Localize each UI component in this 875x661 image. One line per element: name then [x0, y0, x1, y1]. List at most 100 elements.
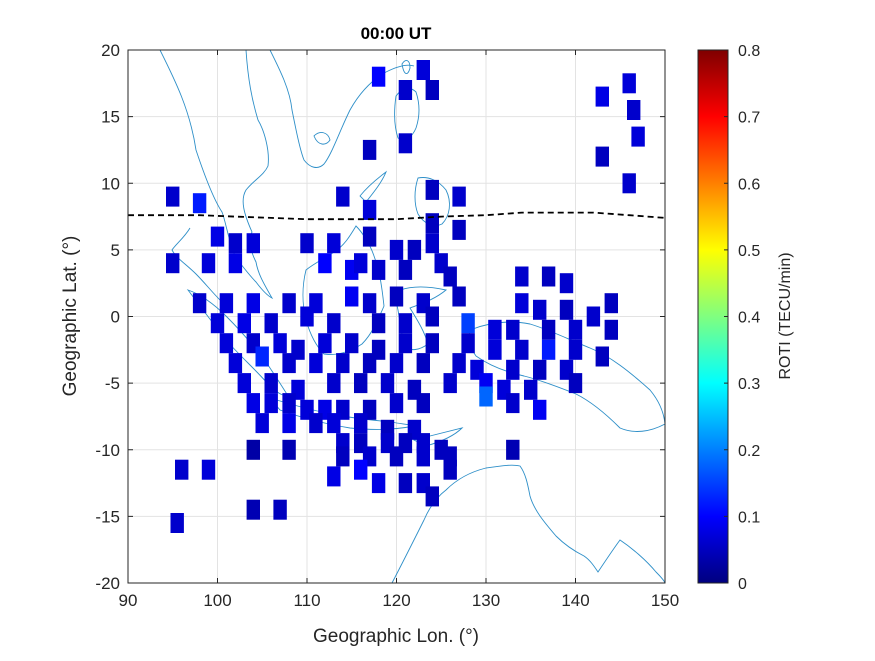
roti-cell — [389, 393, 404, 414]
roti-cell — [228, 253, 243, 274]
roti-cell — [282, 393, 296, 414]
roti-cell — [309, 413, 323, 434]
roti-cell — [318, 253, 332, 274]
roti-cell — [425, 486, 439, 507]
roti-cell — [264, 373, 278, 394]
roti-cell — [362, 293, 377, 314]
roti-cell — [354, 413, 368, 434]
roti-cell — [627, 100, 641, 120]
roti-cell — [389, 353, 404, 374]
roti-cells — [166, 60, 645, 533]
roti-cell — [371, 313, 386, 334]
roti-cell — [327, 466, 341, 487]
roti-cell — [559, 299, 574, 320]
y-tick-label: 15 — [101, 108, 120, 127]
x-tick-label: 140 — [561, 591, 589, 610]
colorbar-tick-label: 0 — [738, 576, 747, 593]
roti-cell — [559, 273, 574, 294]
roti-cell — [336, 353, 350, 374]
roti-cell — [327, 313, 341, 334]
coastline-australia — [391, 464, 665, 583]
roti-cell — [524, 379, 538, 400]
roti-cell — [461, 333, 475, 354]
coastline-taiwan — [401, 60, 411, 74]
roti-cell — [443, 266, 457, 287]
roti-cell — [273, 499, 287, 520]
roti-cell — [166, 186, 180, 207]
colorbar — [697, 49, 729, 584]
roti-cell — [515, 339, 529, 360]
roti-cell — [506, 359, 520, 380]
roti-cell — [170, 513, 184, 533]
roti-cell — [210, 313, 225, 334]
y-tick-label: 10 — [101, 174, 120, 193]
coastline-myanmar — [171, 227, 221, 301]
roti-cell — [443, 459, 457, 480]
y-tick-label: 20 — [101, 41, 120, 60]
roti-cell — [371, 259, 386, 280]
roti-cell — [327, 233, 341, 254]
roti-cell — [595, 146, 609, 167]
x-axis-label: Geographic Lon. (°) — [313, 626, 479, 647]
y-tick-label: 0 — [111, 308, 120, 327]
roti-cell — [237, 373, 251, 394]
coastline-south-china — [269, 50, 415, 168]
roti-cell — [264, 313, 278, 334]
x-tick-label: 110 — [293, 591, 320, 610]
roti-cell — [506, 393, 520, 414]
roti-cell — [541, 266, 556, 287]
roti-cell — [255, 346, 269, 367]
roti-cell — [300, 233, 314, 254]
y-tick-label: -15 — [95, 507, 120, 526]
roti-cell — [604, 293, 618, 314]
roti-cell — [309, 353, 323, 374]
x-tick-label: 100 — [203, 591, 231, 610]
roti-cell — [318, 333, 332, 354]
roti-cell — [362, 226, 377, 247]
roti-cell — [264, 393, 278, 414]
roti-cell — [595, 86, 609, 107]
x-tick-label: 150 — [651, 591, 679, 610]
roti-cell — [425, 179, 439, 200]
roti-cell — [622, 173, 636, 194]
roti-cell — [416, 353, 430, 374]
roti-cell — [201, 459, 216, 480]
roti-cell — [533, 359, 547, 380]
colorbar-label: ROTI (TECU/min) — [777, 252, 794, 379]
roti-cell — [416, 393, 430, 414]
roti-cell — [515, 266, 529, 287]
x-tick-label: 130 — [472, 591, 500, 610]
y-axis-ticks: 20 15 10 5 0 -5 -10 -15 -20 — [95, 41, 665, 593]
roti-cell — [541, 339, 556, 360]
colorbar-tick-label: 0.4 — [738, 310, 760, 327]
roti-cell — [175, 459, 189, 480]
roti-cell — [452, 286, 466, 307]
roti-cell — [389, 446, 404, 467]
roti-cell — [398, 133, 413, 154]
roti-cell — [228, 353, 243, 374]
roti-cell — [354, 459, 368, 480]
roti-cell — [506, 319, 520, 340]
roti-cell — [398, 333, 413, 354]
roti-cell — [425, 233, 439, 254]
chart-title: 00:00 UT — [361, 24, 432, 43]
y-tick-label: -20 — [95, 574, 120, 593]
x-axis-ticks: 90 100 110 120 130 140 150 — [119, 50, 679, 610]
roti-cell — [282, 293, 296, 314]
roti-cell — [380, 373, 395, 394]
roti-cell — [622, 73, 636, 94]
colorbar-tick-label: 0.3 — [738, 376, 760, 393]
y-tick-label: 5 — [111, 241, 120, 260]
roti-cell — [461, 313, 475, 334]
roti-cell — [219, 293, 234, 314]
roti-cell — [255, 413, 269, 434]
roti-cell — [568, 319, 583, 340]
roti-cell — [237, 313, 251, 334]
roti-cell — [246, 439, 260, 460]
roti-cell — [389, 286, 404, 307]
y-tick-label: -5 — [105, 374, 120, 393]
roti-cell — [604, 319, 618, 340]
roti-cell — [210, 226, 225, 247]
roti-cell — [425, 80, 439, 100]
